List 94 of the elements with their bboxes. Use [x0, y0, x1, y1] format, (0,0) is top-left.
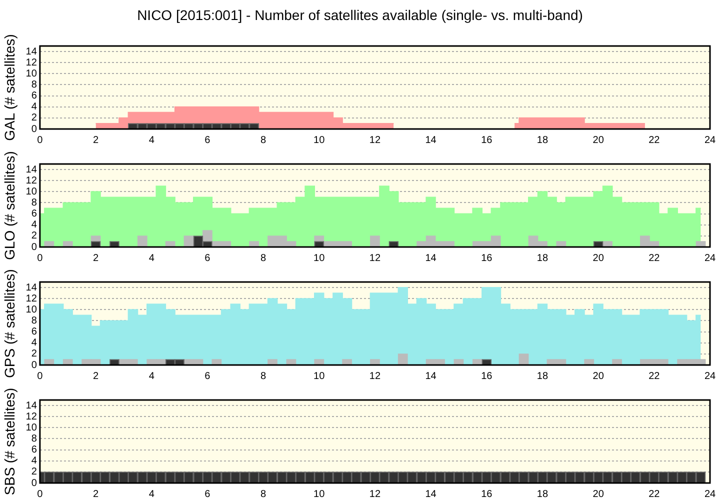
x-tick-label: 4 [148, 134, 155, 146]
y-tick-label: 4 [31, 220, 38, 231]
x-tick-label: 8 [260, 252, 266, 264]
y-axis-title: GAL (# satellites) [1, 34, 18, 141]
x-tick-label: 2 [92, 370, 99, 382]
x-tick-label: 12 [369, 252, 381, 264]
x-tick-label: 8 [260, 134, 266, 146]
y-tick-label: 12 [26, 293, 38, 304]
y-tick-label: 8 [31, 197, 38, 208]
bar [137, 236, 148, 247]
x-tick-label: 18 [536, 488, 548, 500]
y-axis-title: GLO (# satellites) [1, 151, 18, 260]
x-tick-label: 14 [425, 134, 437, 146]
x-tick-label: 20 [592, 134, 604, 146]
x-tick-label: 14 [425, 370, 437, 382]
y-tick-label: 8 [31, 315, 38, 326]
x-tick-label: 18 [536, 252, 548, 264]
x-tick-label: 10 [314, 370, 326, 382]
x-tick-label: 16 [481, 488, 493, 500]
x-tick-label: 4 [148, 488, 155, 500]
x-tick-label: 16 [481, 134, 493, 146]
x-tick-label: 20 [592, 488, 604, 500]
x-tick-label: 16 [481, 252, 493, 264]
x-tick-label: 2 [92, 252, 99, 264]
y-tick-label: 12 [26, 411, 38, 422]
x-tick-label: 12 [369, 370, 381, 382]
x-tick-label: 22 [648, 134, 660, 146]
x-tick-label: 6 [204, 488, 211, 500]
y-tick-label: 0 [31, 242, 38, 253]
y-tick-label: 10 [26, 422, 38, 434]
x-tick-label: 6 [204, 134, 211, 146]
x-tick-label: 2 [92, 488, 99, 500]
y-tick-label: 0 [31, 478, 38, 489]
x-tick-label: 22 [648, 370, 660, 382]
y-tick-label: 2 [31, 230, 38, 242]
y-tick-label: 10 [26, 186, 38, 198]
x-tick-label: 18 [536, 134, 548, 146]
y-tick-label: 4 [31, 456, 38, 467]
y-tick-label: 0 [31, 124, 38, 135]
x-tick-label: 2 [92, 134, 99, 146]
y-tick-label: 10 [26, 68, 38, 80]
x-tick-label: 8 [260, 370, 266, 382]
y-tick-label: 8 [31, 79, 38, 90]
x-tick-label: 8 [260, 488, 266, 500]
x-tick-label: 4 [148, 252, 155, 264]
x-tick-label: 18 [536, 370, 548, 382]
x-tick-label: 10 [314, 134, 326, 146]
y-tick-label: 12 [26, 57, 38, 68]
y-tick-label: 6 [31, 444, 38, 456]
x-tick-label: 22 [648, 488, 660, 500]
y-tick-label: 2 [31, 112, 38, 124]
chart-title: NICO [2015:001] - Number of satellites available (single- vs. multi-band) [136, 6, 584, 25]
x-tick-label: 24 [704, 252, 716, 264]
y-tick-label: 6 [31, 326, 38, 338]
y-tick-label: 4 [31, 102, 38, 113]
bar [696, 241, 706, 247]
x-tick-label: 6 [204, 370, 211, 382]
y-tick-label: 2 [31, 348, 38, 360]
x-tick-label: 24 [704, 134, 716, 146]
x-tick-label: 6 [204, 252, 211, 264]
x-tick-label: 20 [592, 370, 604, 382]
y-tick-label: 8 [31, 433, 38, 444]
bar [184, 236, 194, 247]
bar [62, 241, 73, 247]
x-tick-label: 14 [425, 252, 437, 264]
bar [44, 241, 54, 247]
x-tick-label: 16 [481, 370, 493, 382]
y-tick-label: 12 [26, 175, 38, 186]
bar [556, 241, 566, 247]
y-axis-title: GPS (# satellites) [1, 269, 18, 378]
y-tick-label: 6 [31, 90, 38, 102]
x-tick-label: 10 [314, 488, 326, 500]
x-tick-label: 10 [314, 252, 326, 264]
x-tick-label: 4 [148, 370, 155, 382]
y-tick-label: 14 [26, 164, 38, 176]
y-tick-label: 10 [26, 304, 38, 316]
y-tick-label: 4 [31, 338, 38, 349]
y-tick-label: 6 [31, 208, 38, 220]
x-tick-label: 24 [704, 370, 716, 382]
y-tick-label: 0 [31, 360, 38, 371]
x-tick-label: 24 [704, 488, 716, 500]
x-tick-label: 14 [425, 488, 437, 500]
y-tick-label: 2 [31, 466, 38, 478]
y-axis-title: SBS (# satellites) [1, 388, 18, 496]
y-tick-label: 14 [26, 46, 38, 58]
x-tick-label: 12 [369, 134, 381, 146]
x-tick-label: 12 [369, 488, 381, 500]
bar [370, 236, 380, 247]
bar [249, 241, 260, 247]
y-tick-label: 14 [26, 282, 38, 294]
x-tick-label: 22 [648, 252, 660, 264]
x-tick-label: 20 [592, 252, 604, 264]
bar [165, 241, 176, 247]
y-tick-label: 14 [26, 400, 38, 412]
